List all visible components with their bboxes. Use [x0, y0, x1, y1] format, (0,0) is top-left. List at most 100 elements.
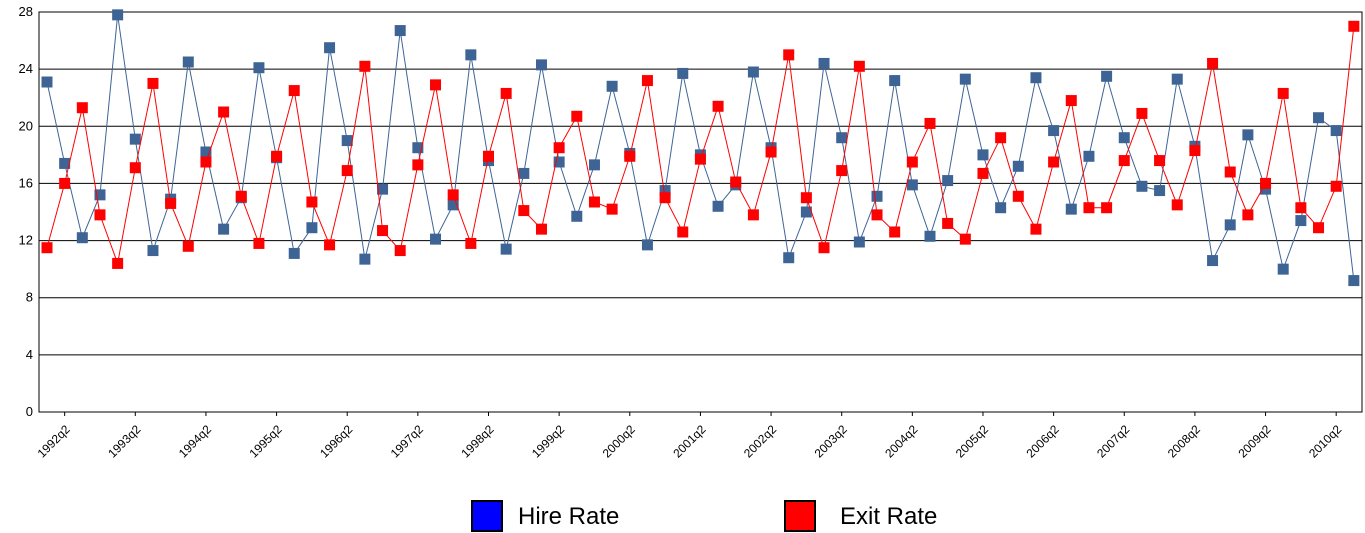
data-point [377, 183, 389, 195]
data-point [129, 162, 141, 174]
data-point [818, 242, 830, 254]
data-point [1348, 275, 1360, 287]
data-point [253, 62, 265, 74]
data-point [518, 167, 530, 179]
x-tick-label: 2001q2 [670, 422, 708, 460]
data-point [341, 135, 353, 147]
x-tick-label: 2002q2 [741, 422, 779, 460]
data-point [712, 200, 724, 212]
legend-swatch-hire-rate [471, 500, 503, 532]
data-point [288, 247, 300, 259]
data-point [977, 149, 989, 161]
x-tick-label: 1993q2 [105, 422, 143, 460]
data-point [41, 76, 53, 88]
data-point [906, 179, 918, 191]
data-point [59, 157, 71, 169]
data-point [535, 59, 547, 71]
x-tick-label: 2003q2 [812, 422, 850, 460]
data-point [571, 210, 583, 222]
data-point [730, 176, 742, 188]
data-point [1189, 145, 1201, 157]
gridlines [39, 11, 1362, 413]
x-tick-label: 1999q2 [529, 422, 567, 460]
legend-label-exit-rate: Exit Rate [840, 503, 937, 530]
data-point [1242, 129, 1254, 141]
data-point [924, 230, 936, 242]
data-point [112, 9, 124, 21]
data-point [1260, 183, 1272, 195]
legend: Hire Rate Exit Rate [471, 500, 937, 532]
data-point [1224, 166, 1236, 178]
data-point [871, 190, 883, 202]
y-tick-label: 12 [19, 233, 33, 248]
data-point [324, 42, 336, 54]
data-point [165, 197, 177, 209]
y-tick-label: 20 [19, 118, 33, 133]
data-point [571, 110, 583, 122]
data-point [94, 189, 106, 201]
data-point [306, 222, 318, 234]
data-point [430, 79, 442, 91]
x-tick-label: 1994q2 [176, 422, 214, 460]
data-point [1118, 132, 1130, 144]
y-tick-label: 8 [26, 290, 33, 305]
y-tick-label: 24 [19, 61, 33, 76]
x-tick-label: 2000q2 [600, 422, 638, 460]
data-point [112, 257, 124, 269]
data-point [1295, 202, 1307, 214]
data-point [1171, 73, 1183, 85]
data-point [1154, 155, 1166, 167]
data-point [588, 196, 600, 208]
data-point [129, 133, 141, 145]
x-tick-label: 2010q2 [1306, 422, 1344, 460]
data-point [1207, 57, 1219, 69]
data-point [412, 159, 424, 171]
data-point [412, 142, 424, 154]
data-point [977, 167, 989, 179]
y-tick-label: 28 [19, 4, 33, 19]
data-point [377, 225, 389, 237]
series-hire-rate [41, 9, 1360, 287]
data-point [853, 236, 865, 248]
data-point [1277, 87, 1289, 99]
data-point [447, 199, 459, 211]
data-point [1083, 202, 1095, 214]
data-point [959, 233, 971, 245]
data-point [447, 189, 459, 201]
data-point [1065, 95, 1077, 107]
data-point [1295, 215, 1307, 227]
y-tick-label: 16 [19, 175, 33, 190]
x-tick-label: 2004q2 [882, 422, 920, 460]
y-tick-label: 0 [26, 404, 33, 419]
data-point [394, 245, 406, 257]
data-point [606, 80, 618, 92]
data-point [694, 153, 706, 165]
data-point [59, 177, 71, 189]
data-point [553, 142, 565, 154]
data-point [818, 57, 830, 69]
data-point [606, 203, 618, 215]
data-point [1048, 156, 1060, 168]
data-point [1313, 112, 1325, 124]
x-tick-label: 1992q2 [35, 422, 73, 460]
data-point [889, 75, 901, 87]
data-point [800, 206, 812, 218]
data-point [659, 185, 671, 197]
x-tick-label: 1997q2 [388, 422, 426, 460]
y-tick-label: 4 [26, 347, 33, 362]
data-point [1260, 177, 1272, 189]
series [41, 9, 1360, 287]
data-point [76, 102, 88, 114]
data-point [76, 232, 88, 244]
data-point [465, 237, 477, 249]
data-point [836, 132, 848, 144]
x-tick-label: 1998q2 [458, 422, 496, 460]
data-point [747, 66, 759, 78]
x-axis-ticks: 1992q2 1993q2 1994q2 1995q2 1996q2 1997q2 1998… [35, 412, 1345, 460]
data-point [500, 243, 512, 255]
data-point [1348, 20, 1360, 32]
data-point [359, 253, 371, 265]
data-point [218, 223, 230, 235]
